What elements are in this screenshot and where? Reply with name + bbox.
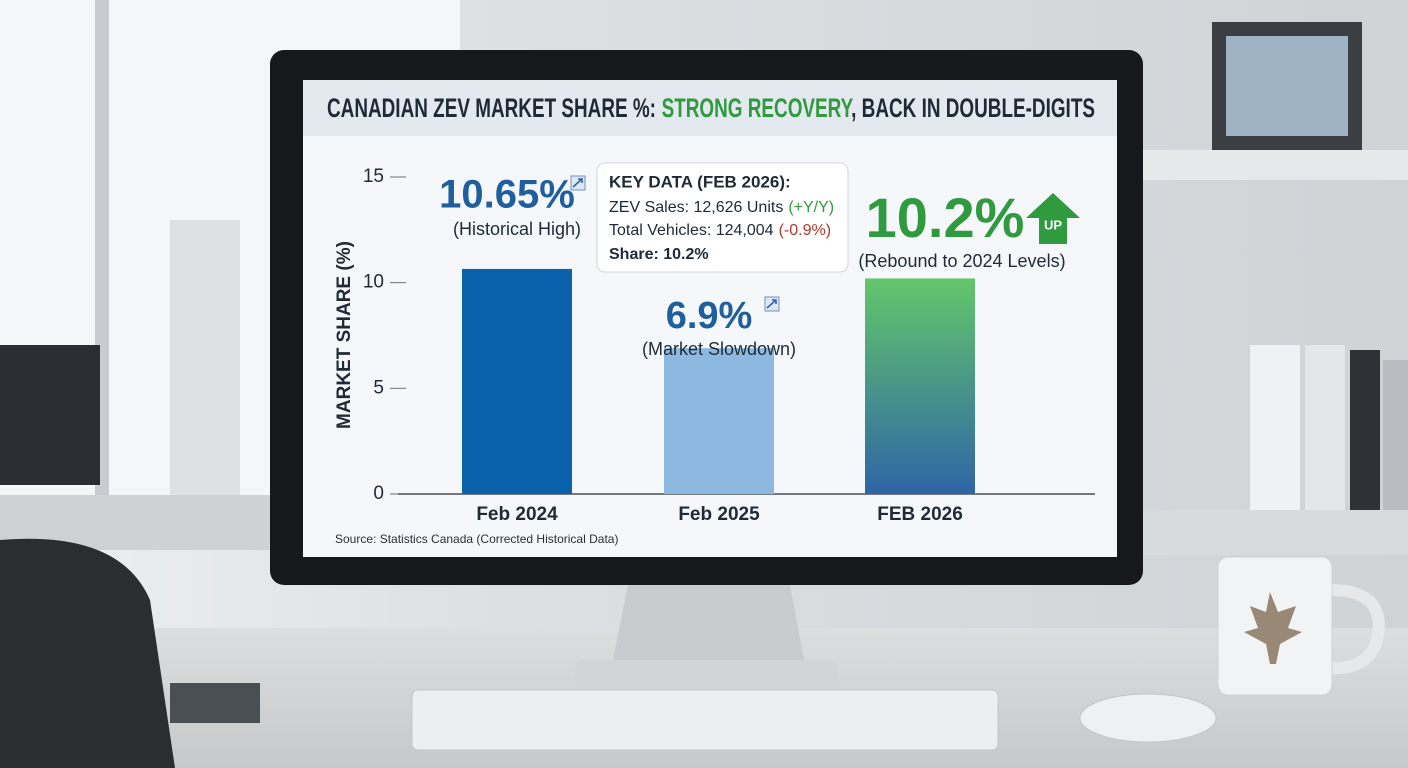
key-data-heading: KEY DATA (FEB 2026): <box>609 172 791 191</box>
bar <box>462 268 572 494</box>
value-note: (Market Slowdown) <box>642 339 796 359</box>
y-tick-label: 10 <box>363 272 384 293</box>
key-data-change: (+Y/Y) <box>788 199 834 216</box>
mug-handle <box>1329 584 1385 675</box>
shelf <box>1143 150 1408 180</box>
mug-leaf <box>1244 592 1302 664</box>
building <box>170 220 240 500</box>
title-bar <box>303 80 1117 136</box>
cabinet <box>1143 510 1408 555</box>
chair <box>0 538 175 768</box>
binder <box>1305 345 1345 510</box>
key-data-change: (-0.9%) <box>779 222 831 239</box>
source: Source: Statistics Canada (Corrected His… <box>335 532 618 546</box>
x-tick-label: Feb 2025 <box>678 504 760 525</box>
value-label: 10.2% <box>866 186 1025 249</box>
y-tick-label: 0 <box>373 483 384 504</box>
y-tick-label: 5 <box>373 377 384 398</box>
bar <box>664 348 774 494</box>
up-badge: UP <box>1044 217 1062 232</box>
x-tick-label: FEB 2026 <box>877 504 963 525</box>
back-monitor <box>0 345 100 485</box>
mouse <box>1079 693 1217 743</box>
y-axis-title: MARKET SHARE (%) <box>334 241 355 429</box>
binder <box>1383 360 1408 510</box>
key-data-share: Share: 10.2% <box>609 246 709 263</box>
keyboard <box>411 689 999 751</box>
value-note: (Historical High) <box>453 219 581 239</box>
notebook <box>170 683 260 723</box>
bar <box>865 278 975 494</box>
x-tick-label: Feb 2024 <box>476 504 558 525</box>
key-data-line: Total Vehicles: 124,004 (-0.9%) <box>609 222 831 239</box>
frame-picture <box>1226 36 1348 136</box>
key-data-text: ZEV Sales: 12,626 Units <box>609 199 783 216</box>
title-part: STRONG RECOVERY <box>662 93 854 123</box>
key-data-box: KEY DATA (FEB 2026): ZEV Sales: 12,626 U… <box>596 162 849 273</box>
chart-title: CANADIAN ZEV MARKET SHARE %:STRONG RECOV… <box>327 93 1095 123</box>
value-label: 6.9% <box>666 295 753 337</box>
value-note: (Rebound to 2024 Levels) <box>858 251 1065 271</box>
monitor-base <box>575 660 837 688</box>
trend-icon-arrow <box>766 299 777 309</box>
up-arrow <box>1026 193 1080 244</box>
key-data-text: Total Vehicles: 124,004 <box>609 222 774 239</box>
value-label: 10.65% <box>439 173 575 217</box>
trend-icon-arrow <box>572 178 583 188</box>
key-data-line: ZEV Sales: 12,626 Units (+Y/Y) <box>609 199 834 216</box>
key-data-panel <box>596 162 849 273</box>
title-part: , BACK IN DOUBLE-DIGITS <box>851 93 1095 123</box>
y-tick-label: 15 <box>363 166 384 187</box>
monitor-stand <box>612 585 805 665</box>
title-part: CANADIAN ZEV MARKET SHARE %: <box>327 93 656 123</box>
binder <box>1350 350 1380 510</box>
plot: 0 5 10 15 Feb 2024 10.65%(Historical High) Feb… <box>363 166 1095 525</box>
binder <box>1250 345 1300 510</box>
